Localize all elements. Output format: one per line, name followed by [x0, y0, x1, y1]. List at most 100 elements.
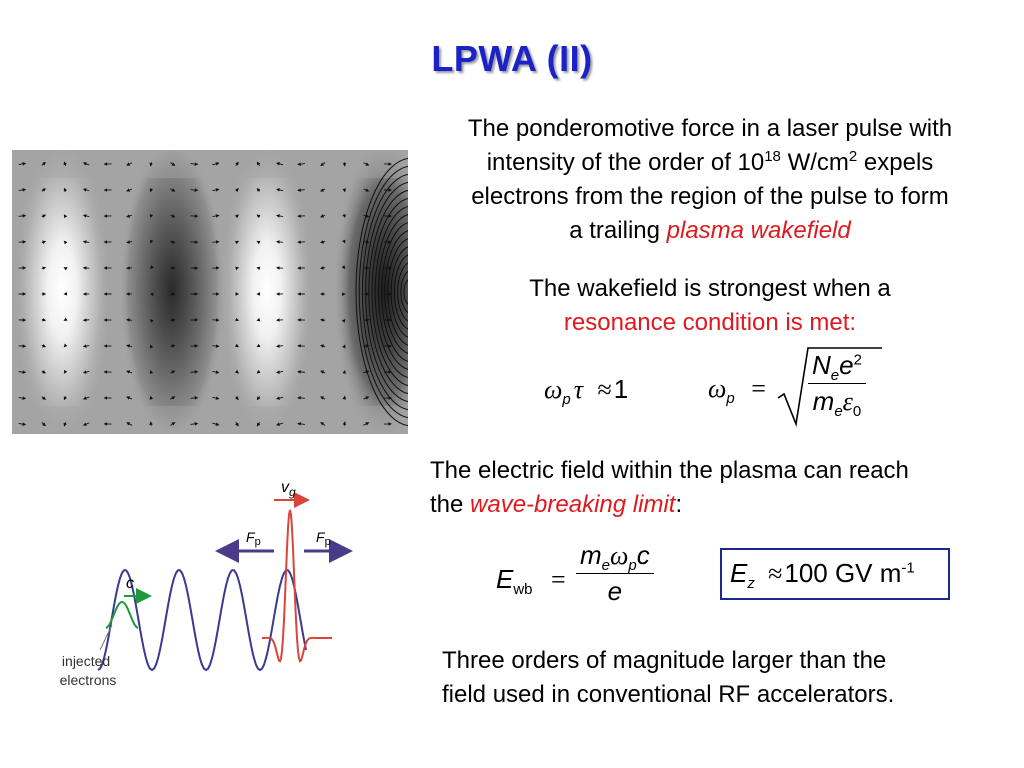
field-arrow	[320, 421, 326, 426]
field-arrow	[363, 162, 370, 166]
conclusion-paragraph: Three orders of magnitude larger than th…	[442, 644, 1022, 712]
field-arrow	[341, 318, 346, 323]
field-arrow	[190, 188, 199, 192]
field-arrow	[63, 161, 67, 166]
field-arrow	[82, 396, 90, 400]
field-arrow	[276, 214, 284, 218]
field-arrow	[212, 162, 220, 166]
field-arrow	[63, 343, 68, 348]
field-arrow	[126, 188, 133, 192]
field-arrow	[170, 318, 176, 322]
field-arrow	[256, 317, 261, 322]
injected-electron-bunch	[105, 600, 139, 629]
field-arrow	[82, 188, 90, 192]
field-arrow	[256, 396, 261, 401]
field-arrow	[63, 214, 68, 219]
field-arrow	[234, 240, 240, 245]
laser-contour	[387, 238, 408, 346]
field-arrow	[63, 187, 68, 192]
field-arrow	[41, 318, 47, 322]
field-arrow	[276, 344, 284, 348]
field-arrow	[126, 396, 133, 400]
field-arrow	[235, 317, 240, 322]
field-arrow	[363, 240, 370, 244]
field-arrow	[320, 370, 326, 374]
field-arrow	[82, 344, 90, 348]
field-arrow	[126, 162, 133, 166]
field-arrow	[320, 162, 326, 166]
field-arrow	[342, 421, 347, 426]
field-arrow	[41, 188, 46, 192]
field-arrows	[18, 161, 392, 427]
field-arrow	[234, 214, 239, 219]
field-arrow	[235, 161, 239, 166]
field-arrow	[190, 396, 199, 400]
field-arrow	[82, 214, 90, 218]
field-arrow	[276, 370, 284, 374]
group-velocity-label: vg	[281, 479, 296, 499]
field-arrow	[297, 188, 305, 192]
field-arrow	[170, 188, 176, 192]
square-root-sign	[777, 347, 882, 427]
laser-contour	[393, 254, 408, 330]
field-arrow	[41, 396, 46, 400]
field-arrow	[82, 240, 90, 244]
laser-contour	[397, 262, 408, 322]
field-arrow	[320, 266, 326, 270]
field-arrow	[235, 369, 239, 374]
field-arrow	[126, 344, 133, 348]
para1-line3: electrons from the region of the pulse t…	[471, 183, 949, 210]
field-arrow	[63, 267, 68, 271]
field-arrow	[342, 370, 346, 374]
field-arrow	[363, 422, 370, 426]
field-arrow	[212, 344, 220, 348]
field-arrow	[170, 240, 176, 244]
field-arrow	[256, 187, 261, 192]
para3-line2: the wave-breaking limit:	[430, 491, 683, 518]
field-arrow	[170, 214, 176, 218]
laser-contour	[384, 230, 408, 354]
wave-breaking-paragraph: The electric field within the plasma can…	[430, 454, 1020, 522]
field-arrow	[126, 370, 133, 374]
laser-contour	[358, 165, 408, 419]
field-arrow	[170, 370, 176, 374]
laser-contour	[377, 214, 408, 370]
field-arrow	[234, 343, 240, 348]
field-arrow	[63, 396, 68, 401]
field-arrow	[342, 188, 347, 193]
para4-line2: field used in conventional RF accelerato…	[442, 681, 895, 708]
field-arrow	[320, 240, 326, 244]
field-arrow	[18, 188, 27, 192]
wakefield-schematic: vg Fp Fp c injected electrons	[60, 479, 353, 688]
plasma-wakefield-term: plasma wakefield	[666, 217, 851, 244]
field-arrow	[63, 240, 68, 245]
field-arrow	[212, 396, 220, 400]
laser-contour	[368, 189, 408, 395]
laser-contour	[361, 173, 408, 411]
field-arrow	[276, 188, 284, 192]
resonance-paragraph: The wakefield is strongest when a resona…	[410, 272, 1010, 340]
laser-pulse	[262, 509, 332, 663]
field-arrow	[149, 213, 154, 218]
para3-line1: The electric field within the plasma can…	[430, 457, 909, 484]
field-arrow	[320, 214, 326, 218]
field-arrow	[170, 421, 176, 426]
field-arrow	[18, 370, 27, 374]
field-arrow	[170, 266, 176, 270]
injected-electrons-label: injected electrons	[60, 653, 117, 688]
resonance-equation: ωp τ ≈1	[544, 374, 629, 409]
field-arrow	[190, 422, 199, 426]
para1-line1: The ponderomotive force in a laser pulse…	[467, 115, 953, 142]
field-arrow	[82, 162, 90, 166]
field-arrow	[276, 396, 284, 400]
field-arrow	[63, 369, 68, 374]
field-arrow	[363, 318, 370, 322]
para1-line4: a trailing plasma wakefield	[569, 217, 851, 244]
ponderomotive-paragraph: The ponderomotive force in a laser pulse…	[410, 112, 1010, 248]
field-arrow	[170, 396, 176, 400]
field-arrow	[235, 266, 240, 271]
field-arrow	[297, 396, 305, 400]
field-arrow	[126, 422, 133, 426]
wakefield-density-image	[12, 150, 408, 434]
field-arrow	[150, 239, 154, 244]
